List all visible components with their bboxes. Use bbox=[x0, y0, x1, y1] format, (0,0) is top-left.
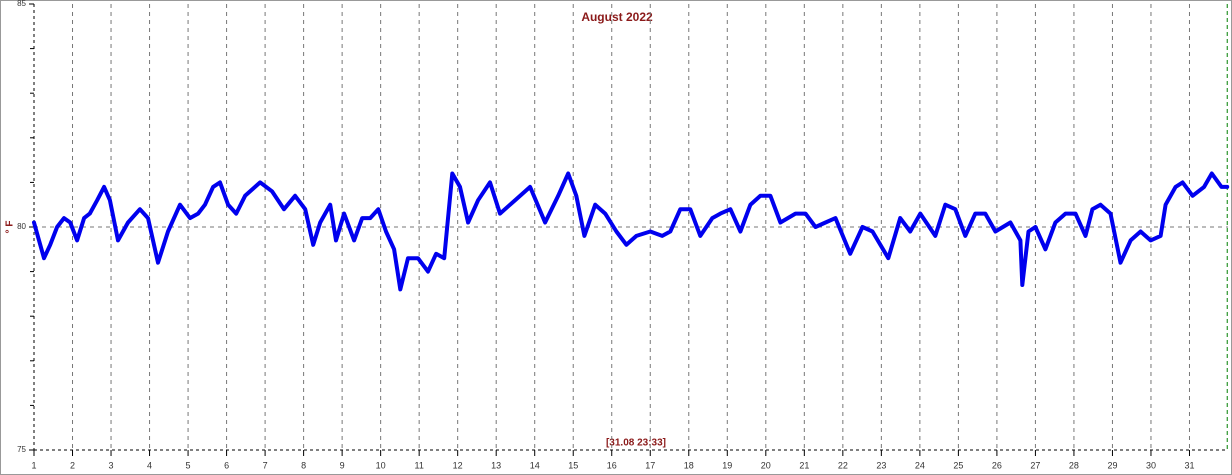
x-tick-label: 6 bbox=[224, 460, 229, 470]
x-tick-label: 4 bbox=[147, 460, 152, 470]
x-tick-label: 18 bbox=[684, 460, 694, 470]
x-tick-label: 3 bbox=[109, 460, 114, 470]
x-tick-label: 1 bbox=[31, 460, 36, 470]
y-tick-label: 75 bbox=[17, 445, 26, 454]
x-tick-label: 27 bbox=[1030, 460, 1040, 470]
temperature-line bbox=[32, 171, 1230, 292]
x-tick-label: 26 bbox=[992, 460, 1002, 470]
x-tick-label: 2 bbox=[70, 460, 75, 470]
x-tick-label: 31 bbox=[1184, 460, 1194, 470]
x-tick-label: 10 bbox=[376, 460, 386, 470]
x-tick-label: 28 bbox=[1069, 460, 1079, 470]
x-tick-label: 19 bbox=[722, 460, 732, 470]
x-tick-label: 9 bbox=[340, 460, 345, 470]
x-tick-label: 14 bbox=[530, 460, 540, 470]
x-tick-label: 25 bbox=[953, 460, 963, 470]
chart-title: August 2022 bbox=[581, 10, 653, 24]
x-tick-label: 24 bbox=[915, 460, 925, 470]
x-tick-label: 22 bbox=[838, 460, 848, 470]
x-tick-label: 8 bbox=[301, 460, 306, 470]
annotation: [31.08 23:33] bbox=[606, 438, 666, 449]
x-tick-label: 13 bbox=[491, 460, 501, 470]
x-tick-label: 17 bbox=[645, 460, 655, 470]
x-tick-label: 21 bbox=[799, 460, 809, 470]
x-tick-label: 29 bbox=[1107, 460, 1117, 470]
x-tick-label: 23 bbox=[876, 460, 886, 470]
x-tick-label: 16 bbox=[607, 460, 617, 470]
x-tick-label: 30 bbox=[1146, 460, 1156, 470]
y-axis-label: ° F bbox=[5, 221, 16, 234]
x-tick-label: 7 bbox=[263, 460, 268, 470]
x-tick-label: 12 bbox=[453, 460, 463, 470]
y-tick-label: 80 bbox=[17, 222, 26, 231]
x-tick-label: 20 bbox=[761, 460, 771, 470]
x-tick-label: 11 bbox=[414, 460, 423, 470]
x-tick-label: 5 bbox=[186, 460, 191, 470]
y-tick-label: 85 bbox=[17, 0, 26, 8]
x-tick-label: 15 bbox=[568, 460, 578, 470]
